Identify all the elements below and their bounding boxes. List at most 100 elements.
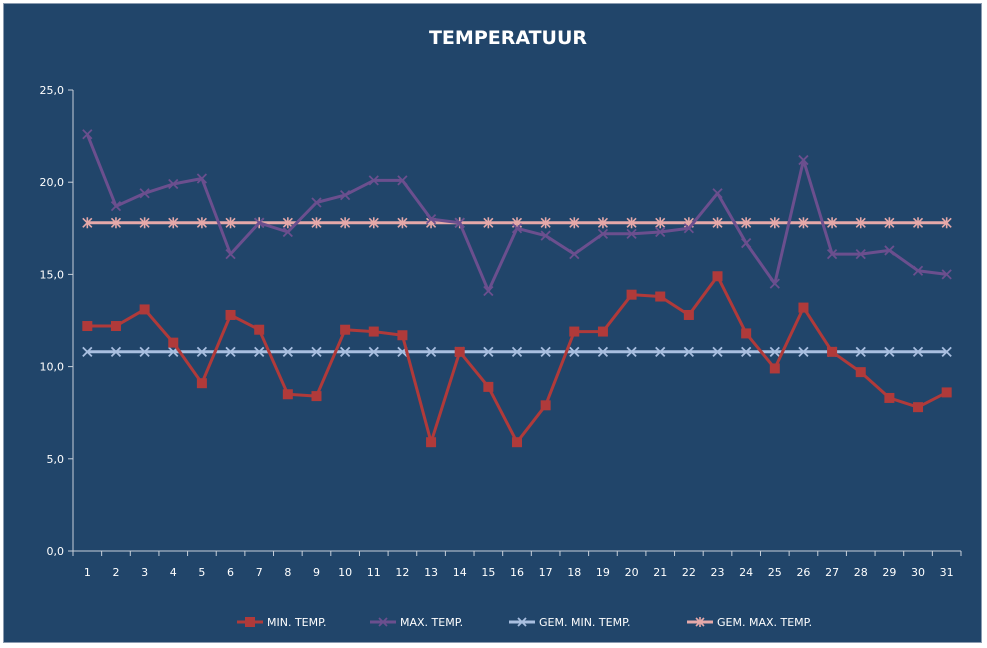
data-point	[798, 302, 809, 313]
data-point	[626, 228, 637, 239]
data-point	[196, 378, 207, 389]
temperature-line-chart: TEMPERATUUR 0,05,010,015,020,025,01 2 3 4 5 6…	[4, 4, 981, 642]
y-tick-label: 15,0	[40, 268, 65, 281]
data-point	[512, 437, 522, 448]
legend-label: MIN. TEMP.	[267, 616, 327, 629]
series-gem-max-temp	[82, 217, 952, 229]
data-point	[511, 346, 523, 357]
x-tick-label: 14	[453, 566, 467, 579]
data-point	[483, 381, 494, 392]
data-point	[82, 129, 93, 140]
data-point	[454, 346, 465, 357]
data-point	[941, 387, 952, 398]
data-point	[769, 278, 780, 289]
data-point	[139, 217, 150, 229]
data-point	[712, 188, 723, 199]
data-point	[454, 217, 465, 228]
data-point	[855, 217, 866, 229]
data-point	[741, 237, 752, 249]
data-point	[139, 346, 150, 357]
data-point	[540, 217, 551, 229]
x-tick-label: 22	[682, 566, 696, 579]
x-tick-label: 24	[739, 566, 753, 579]
data-point	[426, 437, 437, 448]
data-point	[798, 154, 809, 166]
data-point	[884, 217, 895, 229]
data-point	[683, 346, 695, 357]
x-tick-label: 28	[854, 566, 868, 579]
data-point	[196, 173, 208, 184]
data-point	[168, 337, 179, 348]
data-point	[884, 392, 895, 403]
data-point	[741, 346, 752, 357]
data-point	[110, 201, 122, 212]
y-tick-label: 5,0	[47, 453, 65, 466]
legend: MIN. TEMP. MAX. TEMP. GEM. MIN. TEMP. GEM. …	[237, 616, 812, 629]
data-point	[311, 391, 322, 402]
x-tick-label: 27	[825, 566, 839, 579]
data-point	[855, 248, 866, 260]
data-point	[282, 226, 293, 238]
legend-item: GEM. MIN. TEMP.	[509, 616, 631, 629]
data-point	[168, 178, 179, 190]
data-point	[626, 217, 637, 229]
data-point	[597, 326, 608, 337]
legend-item: MAX. TEMP.	[370, 616, 463, 629]
data-point	[368, 175, 379, 186]
y-tick-label: 20,0	[40, 176, 65, 189]
data-point	[941, 217, 952, 229]
data-point	[340, 324, 351, 335]
legend-label: GEM. MIN. TEMP.	[539, 616, 631, 629]
legend-label: GEM. MAX. TEMP.	[717, 616, 812, 629]
data-point	[168, 217, 179, 229]
data-point	[941, 269, 952, 280]
data-point	[569, 346, 580, 357]
data-point	[912, 217, 924, 229]
data-point	[368, 346, 379, 357]
data-point	[397, 217, 408, 229]
data-point	[225, 346, 236, 357]
data-point	[540, 346, 551, 357]
legend-swatch-marker	[517, 617, 527, 627]
data-point	[769, 217, 780, 229]
data-point	[110, 217, 122, 229]
data-point	[827, 346, 838, 357]
data-point	[884, 245, 895, 256]
data-point	[655, 346, 666, 357]
series-max-temp	[82, 129, 952, 297]
data-point	[311, 197, 322, 208]
series-gem-min-temp	[82, 346, 952, 357]
data-point	[282, 217, 293, 229]
x-tick-label: 9	[313, 566, 320, 579]
data-point	[540, 230, 551, 241]
x-tick-label: 6	[227, 566, 234, 579]
data-point	[511, 223, 523, 234]
x-tick-label: 5	[198, 566, 205, 579]
data-point	[741, 217, 752, 229]
x-tick-label: 17	[539, 566, 553, 579]
data-point	[339, 346, 351, 357]
data-point	[626, 346, 637, 357]
data-point	[655, 217, 666, 229]
x-tick-label: 10	[338, 566, 352, 579]
data-point	[425, 213, 437, 225]
x-tick-label: 19	[596, 566, 610, 579]
data-point	[769, 346, 780, 357]
data-point	[712, 217, 723, 229]
data-point	[855, 346, 866, 357]
data-point	[569, 248, 580, 260]
data-point	[254, 324, 265, 335]
legend-item: MIN. TEMP.	[237, 616, 327, 629]
data-point	[912, 346, 924, 357]
data-point	[368, 326, 379, 337]
x-tick-label: 26	[796, 566, 810, 579]
data-point	[483, 285, 494, 297]
data-point	[483, 346, 494, 357]
legend-swatch-marker	[245, 617, 255, 627]
data-point	[884, 346, 895, 357]
y-tick-label: 0,0	[47, 545, 65, 558]
x-tick-label: 1	[84, 566, 91, 579]
legend-swatch-marker	[378, 617, 388, 627]
data-point	[139, 304, 150, 315]
chart-background	[4, 4, 981, 642]
